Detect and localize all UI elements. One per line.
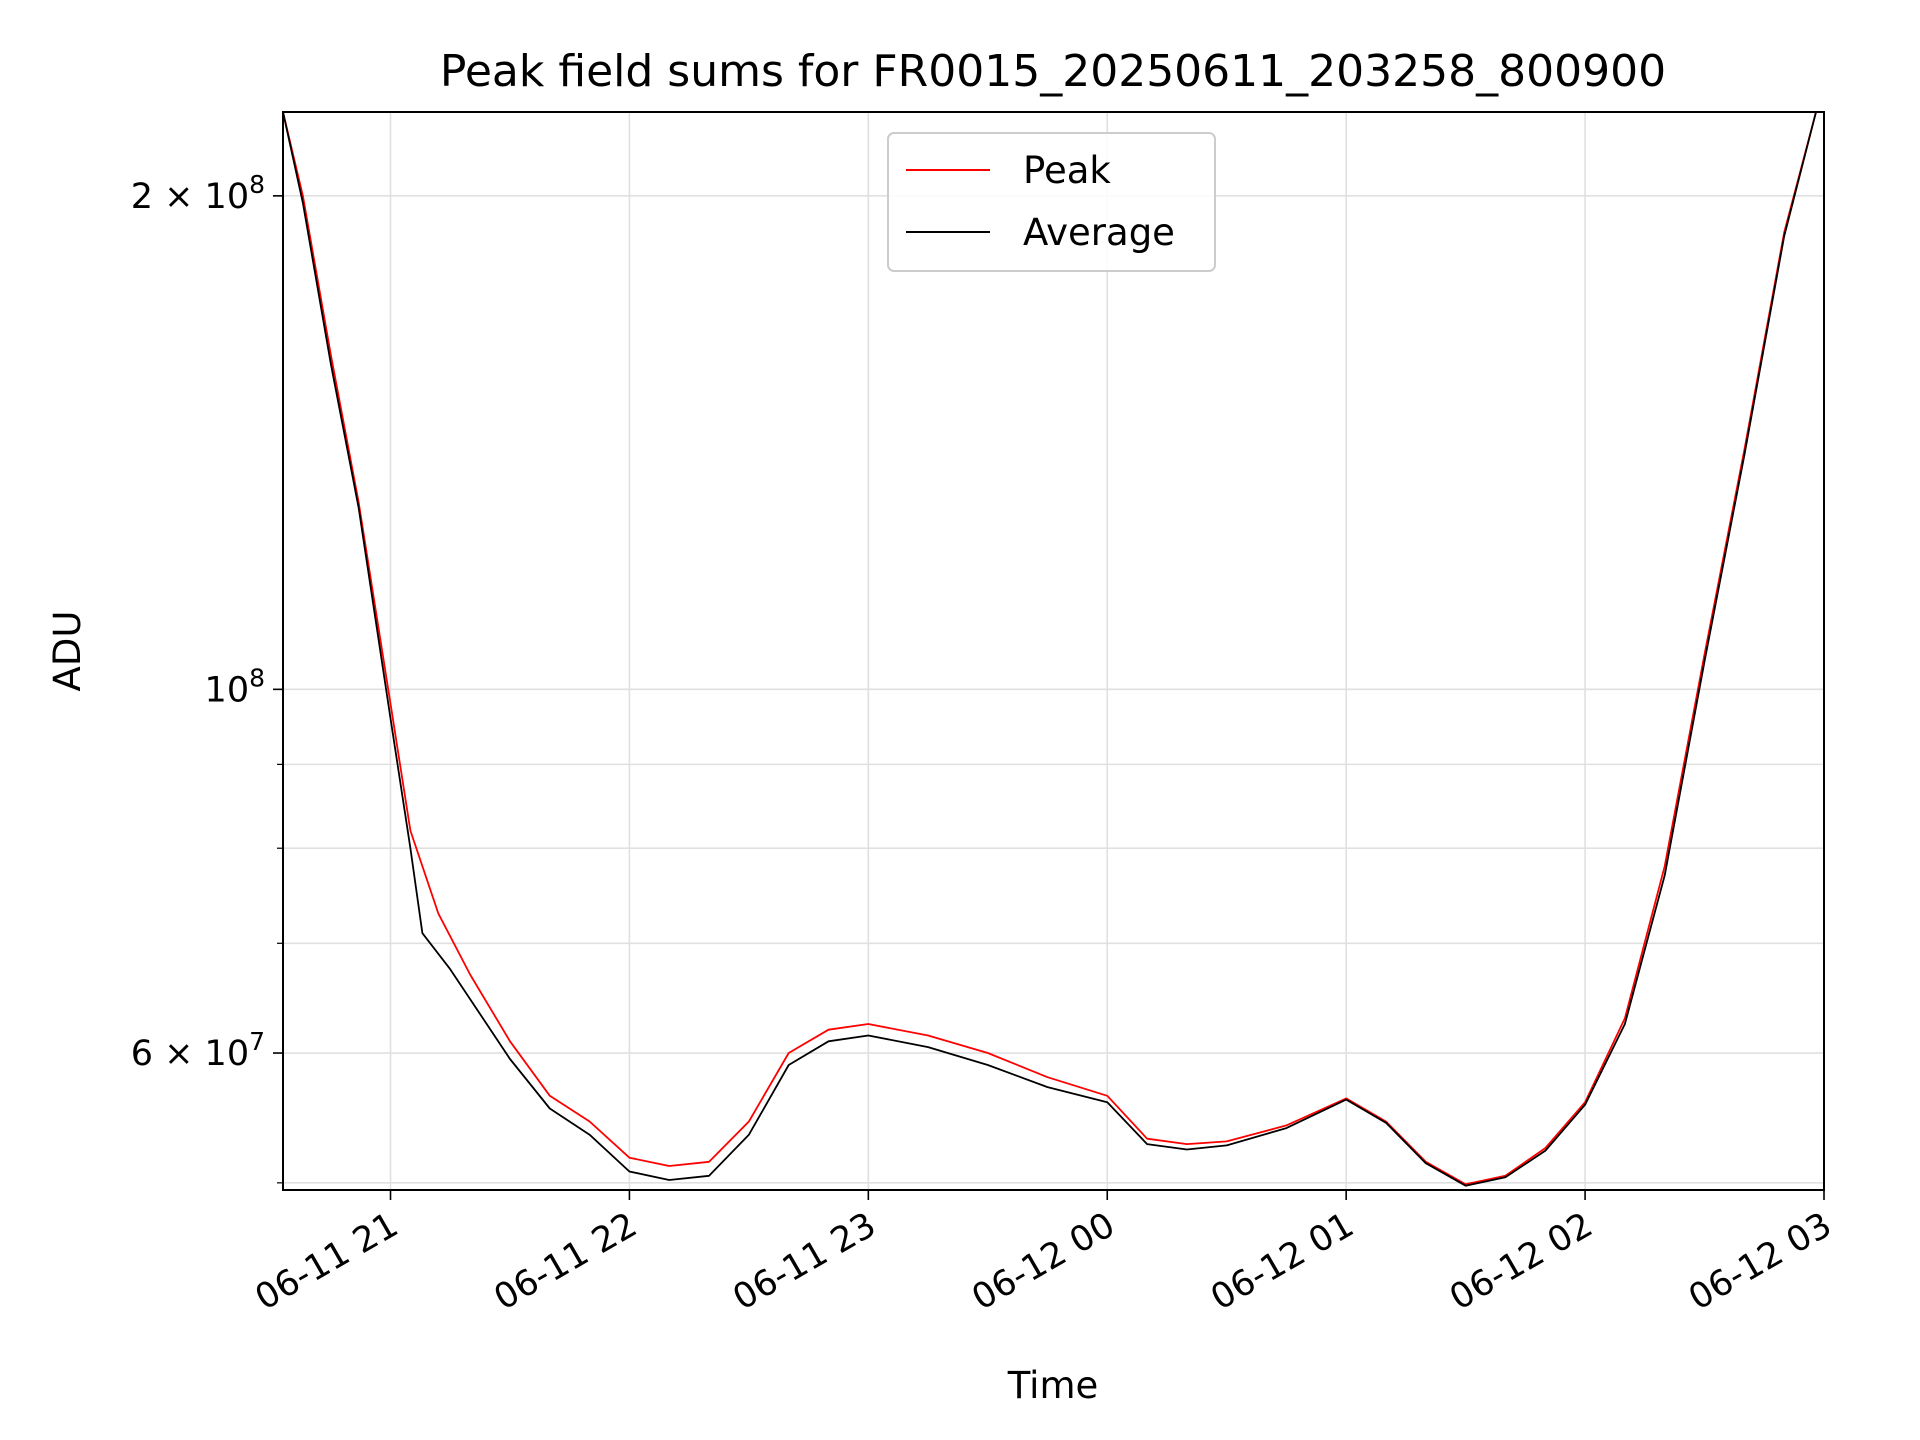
legend-label-peak: Peak [1023, 149, 1111, 192]
series-line-peak [283, 112, 1817, 1186]
legend: Peak Average [887, 132, 1216, 272]
plot-series-group [283, 112, 1817, 1187]
series-line-average [283, 112, 1817, 1187]
legend-label-average: Average [1023, 211, 1175, 254]
plot-area-frame [282, 111, 1825, 1191]
y-tick-label: 2 × 108 [131, 170, 265, 217]
y-tick-label: 6 × 107 [131, 1027, 265, 1074]
grid-lines [283, 112, 1825, 1190]
legend-box [887, 132, 1216, 272]
chart-title: Peak field sums for FR0015_20250611_2032… [440, 46, 1666, 97]
x-axis-label: Time [1007, 1364, 1099, 1407]
y-axis-label: ADU [46, 611, 89, 692]
y-tick-label: 108 [205, 663, 265, 710]
